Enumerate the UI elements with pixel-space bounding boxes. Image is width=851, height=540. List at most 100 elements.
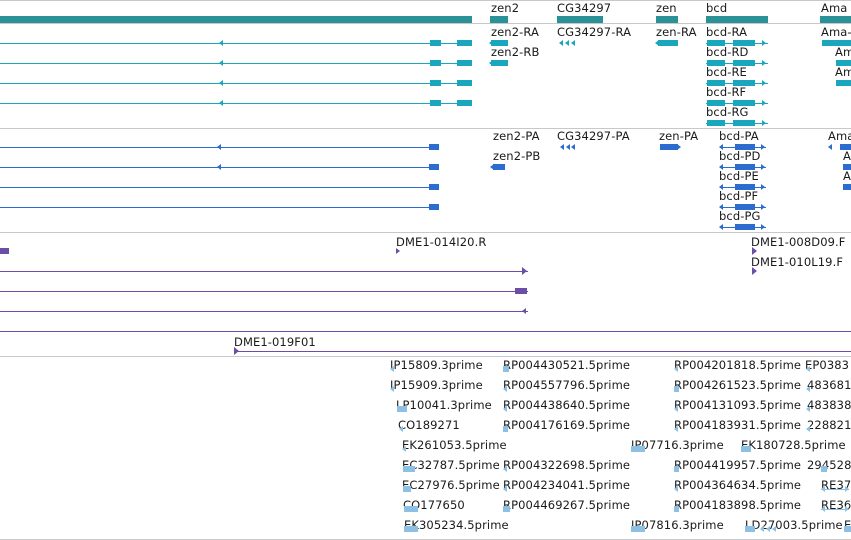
est-label[interactable]: RP004183898.5prime xyxy=(674,498,802,512)
strand-arrow-left[interactable] xyxy=(806,386,810,392)
strand-arrow-left[interactable] xyxy=(219,100,223,106)
exon-block[interactable] xyxy=(707,100,725,106)
est-block[interactable] xyxy=(745,526,755,532)
est-block[interactable] xyxy=(821,466,827,472)
est-block[interactable] xyxy=(503,366,509,372)
est-label[interactable]: 483681 xyxy=(807,378,851,392)
gene-label[interactable]: zen xyxy=(656,1,677,15)
est-label[interactable]: 228821 xyxy=(807,418,851,432)
est-block[interactable] xyxy=(844,526,851,532)
strand-arrow-right[interactable] xyxy=(761,204,765,210)
est-line[interactable] xyxy=(821,489,849,490)
transcript-label[interactable]: Am xyxy=(835,45,851,59)
exon-block[interactable] xyxy=(491,60,508,66)
exon-block[interactable] xyxy=(735,224,755,230)
strand-arrow-right[interactable] xyxy=(761,144,765,150)
clone-line[interactable] xyxy=(234,351,851,352)
strand-arrow-right[interactable] xyxy=(762,40,766,46)
strand-arrow-left[interactable] xyxy=(565,40,569,46)
est-label[interactable]: RP004557796.5prime xyxy=(503,378,631,392)
cds-label[interactable]: bcd-PF xyxy=(719,189,759,203)
strand-arrow-left[interactable] xyxy=(217,164,221,170)
exon-block[interactable] xyxy=(429,204,439,210)
cds-label[interactable]: A xyxy=(843,149,851,163)
est-label[interactable]: EC32787.5prime xyxy=(402,458,500,472)
est-label[interactable]: EP0383 xyxy=(805,358,850,372)
strand-arrow-left[interactable] xyxy=(219,40,223,46)
clone-line[interactable] xyxy=(0,331,851,332)
strand-arrow-left[interactable] xyxy=(571,40,575,46)
strand-arrow-left[interactable] xyxy=(719,164,723,170)
transcript-label[interactable]: bcd-RE xyxy=(706,65,747,79)
strand-arrow-left[interactable] xyxy=(674,486,678,492)
est-label[interactable]: CO177650 xyxy=(403,498,465,512)
strand-arrow-left[interactable] xyxy=(559,40,563,46)
strand-arrow-left[interactable] xyxy=(766,526,770,532)
gene-label[interactable]: CG34297 xyxy=(557,1,612,15)
est-block[interactable] xyxy=(741,446,751,452)
est-label[interactable]: RE36 xyxy=(821,498,851,512)
cds-label[interactable]: zen2-PA xyxy=(493,129,540,143)
gene-bar[interactable] xyxy=(0,16,472,23)
transcript-label[interactable]: zen2-RA xyxy=(491,25,539,39)
clone-end-block[interactable] xyxy=(0,248,9,254)
est-label[interactable]: 483838 xyxy=(807,398,851,412)
strand-arrow-left[interactable] xyxy=(219,60,223,66)
gene-label[interactable]: zen2 xyxy=(491,1,520,15)
strand-arrow-right[interactable] xyxy=(845,506,849,512)
strand-arrow-left[interactable] xyxy=(828,144,832,150)
cds-line[interactable] xyxy=(0,207,439,208)
est-label[interactable]: RP004469267.5prime xyxy=(503,498,631,512)
exon-block[interactable] xyxy=(429,164,439,170)
exon-block[interactable] xyxy=(822,40,851,46)
est-block[interactable] xyxy=(403,466,415,472)
exon-block[interactable] xyxy=(735,204,755,210)
strand-arrow-left[interactable] xyxy=(489,60,493,66)
cds-label[interactable]: bcd-PA xyxy=(719,129,759,143)
strand-arrow-right[interactable] xyxy=(762,60,766,66)
strand-arrow-left[interactable] xyxy=(0,248,4,254)
exon-block[interactable] xyxy=(735,184,755,190)
est-block[interactable] xyxy=(631,526,645,532)
gene-label[interactable]: bcd xyxy=(706,1,728,15)
est-label[interactable]: LP10041.3prime xyxy=(396,398,492,412)
clone-label[interactable]: DME1-019F01 xyxy=(234,335,316,349)
est-label[interactable]: EK180728.5prime xyxy=(741,438,846,452)
cds-line[interactable] xyxy=(0,187,439,188)
est-label[interactable]: RP004201818.5prime xyxy=(674,358,802,372)
transcript-line[interactable] xyxy=(0,43,472,44)
strand-arrow-left[interactable] xyxy=(571,144,575,150)
exon-block[interactable] xyxy=(430,60,441,66)
gene-bar[interactable] xyxy=(656,16,678,23)
strand-arrow-left[interactable] xyxy=(390,386,394,392)
est-label[interactable]: EC27976.5prime xyxy=(402,478,500,492)
strand-arrow-left[interactable] xyxy=(490,164,494,170)
transcript-label[interactable]: bcd-RA xyxy=(706,25,748,39)
clone-label[interactable]: DME1-008D09.F xyxy=(751,235,846,249)
est-label[interactable]: IP15909.3prime xyxy=(390,378,483,392)
est-label[interactable]: RP004176169.5prime xyxy=(503,418,631,432)
clone-line[interactable] xyxy=(0,271,528,272)
exon-block[interactable] xyxy=(660,144,678,150)
clone-line[interactable] xyxy=(0,311,528,312)
strand-arrow-left[interactable] xyxy=(503,386,507,392)
est-label[interactable]: RP004430521.5prime xyxy=(503,358,631,372)
transcript-label[interactable]: bcd-RD xyxy=(706,45,749,59)
exon-block[interactable] xyxy=(733,60,755,66)
exon-block[interactable] xyxy=(735,164,755,170)
est-block[interactable] xyxy=(404,526,418,532)
est-label[interactable]: RP004183931.5prime xyxy=(674,418,802,432)
cds-label[interactable]: CG34297-PA xyxy=(557,129,630,143)
strand-arrow-left[interactable] xyxy=(390,366,394,372)
exon-block[interactable] xyxy=(733,80,755,86)
exon-block[interactable] xyxy=(457,100,472,106)
est-block[interactable] xyxy=(503,506,510,512)
clone-label[interactable]: DME1-014I20.R xyxy=(396,235,487,249)
est-label[interactable]: RP004322698.5prime xyxy=(503,458,631,472)
cds-label[interactable]: bcd-PD xyxy=(719,149,761,163)
strand-arrow-left[interactable] xyxy=(566,144,570,150)
strand-arrow-left[interactable] xyxy=(522,308,526,314)
strand-arrow-left[interactable] xyxy=(772,526,776,532)
est-block[interactable] xyxy=(674,506,679,512)
transcript-label[interactable]: zen2-RB xyxy=(491,45,540,59)
